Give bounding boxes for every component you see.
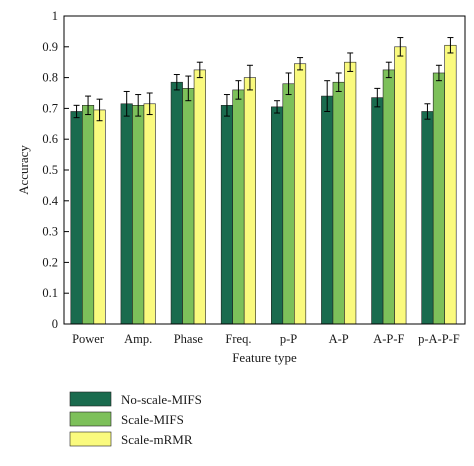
legend-swatch (69, 411, 112, 427)
y-tick-label: 0.4 (42, 194, 58, 208)
bar (143, 103, 156, 325)
y-tick-label: 0.1 (42, 286, 58, 300)
x-tick-label: A-P (329, 332, 349, 346)
y-axis: 0 0.1 0.2 0.3 0.4 0.5 0.6 0.7 0.8 0.9 1 (42, 9, 69, 331)
x-tick-label: p-P (280, 332, 297, 346)
y-tick-label: 0.2 (42, 255, 58, 269)
x-tick-label: Phase (174, 332, 204, 346)
bar (243, 77, 256, 325)
bar (371, 97, 384, 325)
x-axis-label: Feature type (232, 350, 297, 365)
y-tick-label: 0 (52, 317, 58, 331)
legend: No-scale-MIFS Scale-MIFS Scale-mRMR (69, 391, 202, 447)
bar (170, 81, 183, 325)
y-tick-label: 0.7 (42, 101, 58, 115)
bar (394, 46, 407, 325)
bar (421, 111, 434, 325)
x-tick-label: Power (72, 332, 105, 346)
y-tick-label: 0.3 (42, 225, 58, 239)
bar (70, 111, 83, 325)
x-axis: Power Amp. Phase Freq. p-P A-P A-P-F p-A-P-F (72, 332, 460, 346)
bar (344, 61, 357, 325)
legend-label: Scale-MIFS (121, 412, 184, 427)
bar (220, 105, 233, 325)
legend-label: No-scale-MIFS (121, 392, 202, 407)
bar (120, 103, 133, 325)
bar (271, 106, 284, 325)
y-tick-label: 0.9 (42, 40, 58, 54)
x-tick-label: Amp. (124, 332, 152, 346)
bar (294, 63, 307, 325)
legend-swatch (69, 431, 112, 447)
bar (132, 105, 145, 325)
x-tick-label: Freq. (225, 332, 251, 346)
legend-swatch (69, 391, 112, 407)
bar (321, 95, 334, 325)
x-tick-label: p-A-P-F (418, 332, 460, 346)
y-tick-label: 0.5 (42, 163, 58, 177)
bar (182, 88, 195, 325)
y-tick-label: 1 (52, 9, 58, 23)
x-tick-label: A-P-F (373, 332, 404, 346)
bar (432, 72, 445, 325)
bars-layer (70, 44, 457, 325)
bar (282, 83, 295, 325)
y-tick-label: 0.8 (42, 71, 58, 85)
bar (82, 105, 95, 325)
y-axis-label: Accuracy (16, 145, 31, 195)
bar (193, 69, 206, 325)
error-bars-layer (73, 37, 454, 122)
bar (93, 109, 106, 325)
bar (444, 44, 457, 325)
bar (232, 89, 245, 325)
bar (382, 69, 395, 325)
y-tick-label: 0.6 (42, 132, 58, 146)
bar (332, 81, 345, 325)
legend-label: Scale-mRMR (121, 432, 193, 447)
